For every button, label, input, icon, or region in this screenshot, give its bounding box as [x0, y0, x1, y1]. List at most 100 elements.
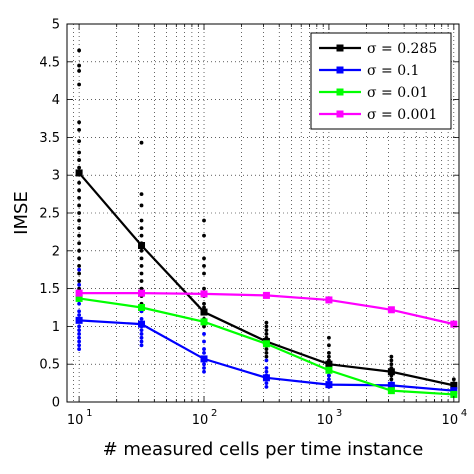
- scatter-point: [77, 313, 82, 317]
- series-marker: [325, 366, 333, 374]
- legend-entry-label: σ = 0.285: [367, 41, 437, 57]
- scatter-point: [139, 316, 144, 321]
- scatter-point: [264, 328, 269, 333]
- y-tick-label: 0.5: [39, 358, 60, 373]
- scatter-point: [202, 339, 206, 344]
- scatter-point: [139, 233, 144, 238]
- scatter-point: [77, 203, 82, 208]
- scatter-point: [139, 203, 144, 208]
- x-tick-exponent: 2: [211, 408, 217, 419]
- scatter-point: [202, 332, 206, 336]
- scatter-point: [77, 332, 82, 336]
- scatter-point: [77, 335, 82, 340]
- legend-entry-label: σ = 0.1: [367, 63, 419, 79]
- scatter-point: [77, 188, 82, 193]
- x-tick-base: 10: [67, 413, 84, 428]
- series-marker: [200, 308, 208, 316]
- scatter-point: [389, 354, 394, 359]
- y-tick-label: 5: [52, 18, 60, 33]
- scatter-point: [327, 343, 331, 348]
- series-marker: [450, 320, 458, 328]
- series-marker: [325, 296, 333, 304]
- y-tick-labels: 0 0.5 1 1.5 2 2.5 3 3.5 4 4.5 5: [39, 18, 60, 411]
- x-tick-exponent: 1: [86, 408, 92, 419]
- y-tick-label: 4.5: [39, 55, 60, 70]
- series-marker: [325, 381, 333, 389]
- scatter-point: [202, 301, 206, 306]
- scatter-point: [139, 286, 144, 291]
- y-tick-label: 2: [52, 244, 60, 259]
- legend-entry-label: σ = 0.001: [367, 107, 437, 123]
- scatter-point: [139, 271, 144, 276]
- scatter-point: [77, 286, 82, 291]
- y-tick-label: 2.5: [39, 207, 60, 222]
- scatter-point: [139, 140, 144, 145]
- scatter-point: [139, 343, 144, 348]
- scatter-point: [389, 358, 394, 363]
- scatter-point: [77, 241, 82, 246]
- y-tick-label: 1: [52, 320, 60, 335]
- scatter-point: [139, 192, 144, 197]
- scatter-point: [264, 332, 269, 336]
- scatter-point: [139, 339, 144, 344]
- scatter-point: [139, 248, 144, 253]
- series-marker: [450, 390, 458, 398]
- ticks: [67, 23, 459, 403]
- scatter-point: [264, 320, 269, 325]
- scatter-point: [202, 366, 206, 370]
- scatter-point: [77, 324, 82, 329]
- scatter-point: [139, 256, 144, 261]
- series-marker: [138, 320, 146, 328]
- scatter-point: [327, 377, 331, 382]
- x-tick-base: 10: [442, 413, 459, 428]
- series-marker: [75, 169, 83, 177]
- scatter-point: [202, 286, 206, 291]
- legend-swatch-marker: [336, 44, 344, 52]
- series-marker: [387, 381, 395, 389]
- scatter-point: [77, 256, 82, 261]
- scatter-point: [327, 335, 331, 340]
- scatter-point: [77, 48, 82, 53]
- series-marker: [262, 374, 270, 382]
- scatter-point: [77, 218, 82, 223]
- legend-swatch-marker: [336, 66, 344, 74]
- scatter-point: [264, 358, 269, 363]
- y-axis-label: IMSE: [11, 191, 32, 235]
- x-axis-label: # measured cells per time instance: [103, 439, 424, 460]
- scatter-point: [451, 377, 456, 382]
- scatter-point: [77, 343, 82, 348]
- scatter-point: [77, 309, 82, 314]
- scatter-point: [139, 335, 144, 340]
- y-tick-label: 1.5: [39, 282, 60, 297]
- scatter-point: [77, 226, 82, 231]
- series-marker: [75, 294, 83, 302]
- scatter-point: [202, 264, 206, 268]
- scatter-point: [327, 350, 331, 355]
- scatter-point: [264, 384, 269, 389]
- scatter-point: [77, 271, 82, 276]
- series-marker: [262, 291, 270, 299]
- legend-swatch-marker: [336, 88, 344, 96]
- scatter-point: [264, 354, 269, 359]
- scatter-point: [77, 347, 82, 351]
- scatter-point: [77, 211, 82, 215]
- scatter-point: [264, 350, 269, 355]
- series-marker: [138, 304, 146, 311]
- scatter-point: [139, 279, 144, 283]
- scatter-point: [202, 362, 206, 367]
- series-marker: [387, 387, 395, 395]
- series-marker: [450, 387, 458, 395]
- scatter-point: [77, 195, 82, 200]
- scatter-point: [77, 82, 82, 87]
- scatter-point: [77, 339, 82, 344]
- scatter-point: [264, 366, 269, 370]
- scatter-point: [202, 256, 206, 261]
- scatter-point: [264, 381, 269, 385]
- scatter-point: [77, 267, 82, 272]
- scatter-point: [77, 328, 82, 333]
- scatter-point: [77, 233, 82, 238]
- scatter-point: [77, 165, 82, 170]
- series-marker: [75, 289, 83, 297]
- x-tick-label: 10 3: [317, 408, 343, 428]
- series-marker: [262, 340, 270, 348]
